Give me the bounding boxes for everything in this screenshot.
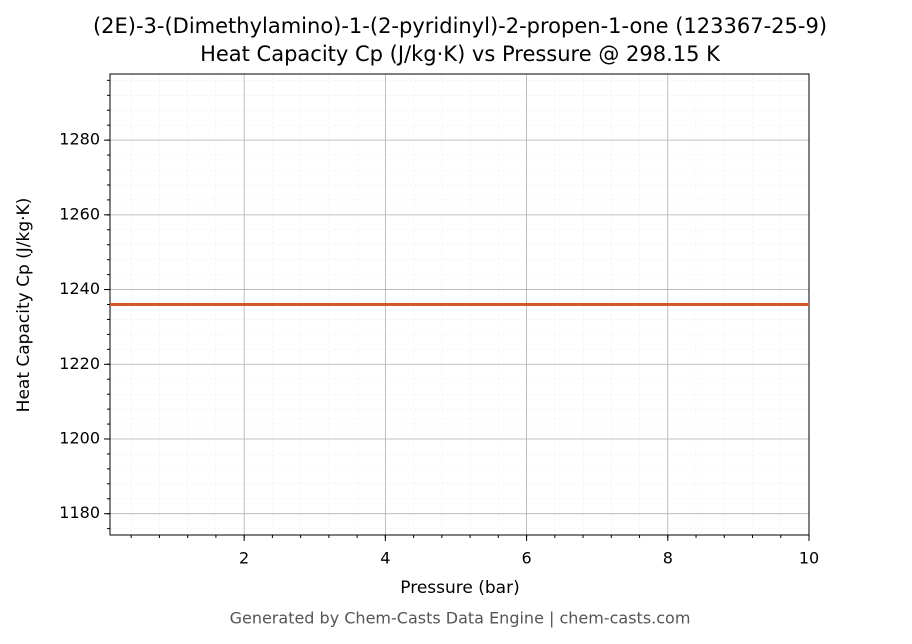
x-tick-label: 2 <box>239 549 249 568</box>
chart-subtitle: Heat Capacity Cp (J/kg·K) vs Pressure @ … <box>200 42 721 66</box>
y-tick-label: 1240 <box>59 279 100 298</box>
y-tick-label: 1180 <box>59 503 100 522</box>
y-tick-label: 1200 <box>59 428 100 447</box>
chart-title: (2E)-3-(Dimethylamino)-1-(2-pyridinyl)-2… <box>93 14 827 38</box>
x-tick-label: 4 <box>380 549 390 568</box>
y-axis-label: Heat Capacity Cp (J/kg·K) <box>14 198 34 413</box>
footer: Generated by Chem-Casts Data Engine | ch… <box>230 609 691 628</box>
x-tick-label: 6 <box>521 549 531 568</box>
y-tick-label: 1260 <box>59 204 100 223</box>
y-tick-label: 1280 <box>59 130 100 149</box>
y-tick-label: 1220 <box>59 354 100 373</box>
x-tick-label: 10 <box>799 549 819 568</box>
x-axis-label: Pressure (bar) <box>400 578 519 598</box>
x-tick-label: 8 <box>663 549 673 568</box>
